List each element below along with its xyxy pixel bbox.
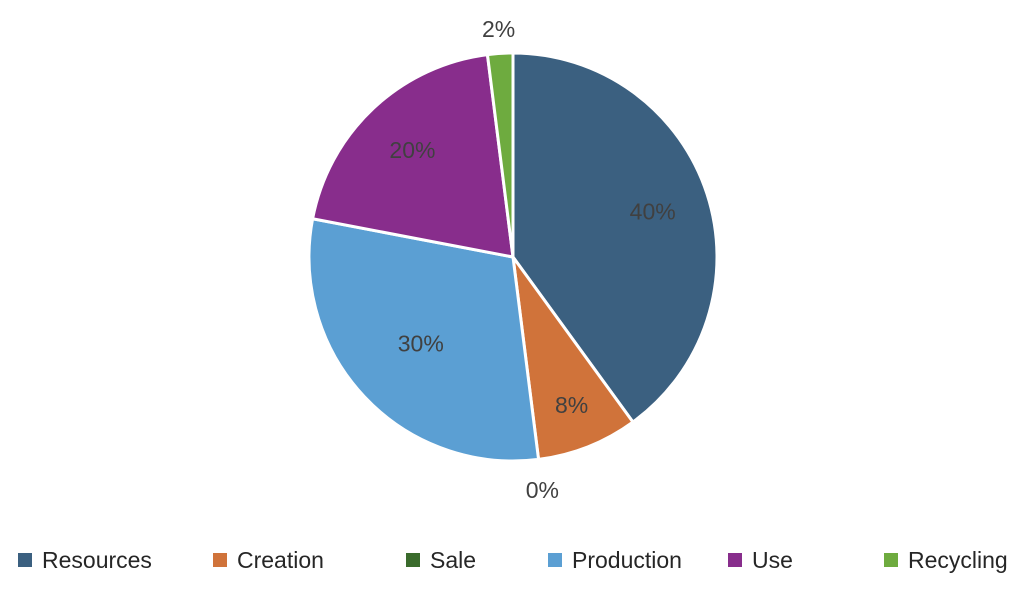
pie-slice-recycling xyxy=(485,51,515,259)
data-label-use: 20% xyxy=(389,137,435,163)
legend-item-creation: Creation xyxy=(213,543,324,577)
legend-swatch-production xyxy=(548,553,562,567)
legend-item-sale: Sale xyxy=(406,543,476,577)
legend-swatch-resources xyxy=(18,553,32,567)
legend: Resources Creation Sale Production Use R… xyxy=(0,543,1024,577)
legend-item-resources: Resources xyxy=(18,543,152,577)
legend-label-recycling: Recycling xyxy=(908,546,1008,573)
legend-swatch-recycling xyxy=(884,553,898,567)
pie-chart-plot: 40% 8% 0% 30% 20% 2% xyxy=(307,16,719,503)
data-label-production: 30% xyxy=(398,331,444,357)
pie-slice-creation xyxy=(511,255,635,461)
legend-item-use: Use xyxy=(728,543,793,577)
legend-swatch-creation xyxy=(213,553,227,567)
legend-swatch-sale xyxy=(406,553,420,567)
pie-slice-use xyxy=(311,53,515,259)
pie-data-labels: 40% 8% 0% 30% 20% 2% xyxy=(389,16,675,503)
legend-label-resources: Resources xyxy=(42,546,152,573)
data-label-resources: 40% xyxy=(630,199,676,225)
data-label-sale: 0% xyxy=(526,477,559,503)
legend-item-production: Production xyxy=(548,543,682,577)
legend-item-recycling: Recycling xyxy=(884,543,1008,577)
pie-slices xyxy=(307,51,719,463)
pie-slice-resources xyxy=(511,51,719,424)
legend-label-production: Production xyxy=(572,546,682,573)
data-label-recycling: 2% xyxy=(482,16,515,42)
data-label-creation: 8% xyxy=(555,392,588,418)
legend-label-creation: Creation xyxy=(237,546,324,573)
pie-slice-production xyxy=(307,217,541,463)
legend-swatch-use xyxy=(728,553,742,567)
legend-label-use: Use xyxy=(752,546,793,573)
legend-label-sale: Sale xyxy=(430,546,477,573)
